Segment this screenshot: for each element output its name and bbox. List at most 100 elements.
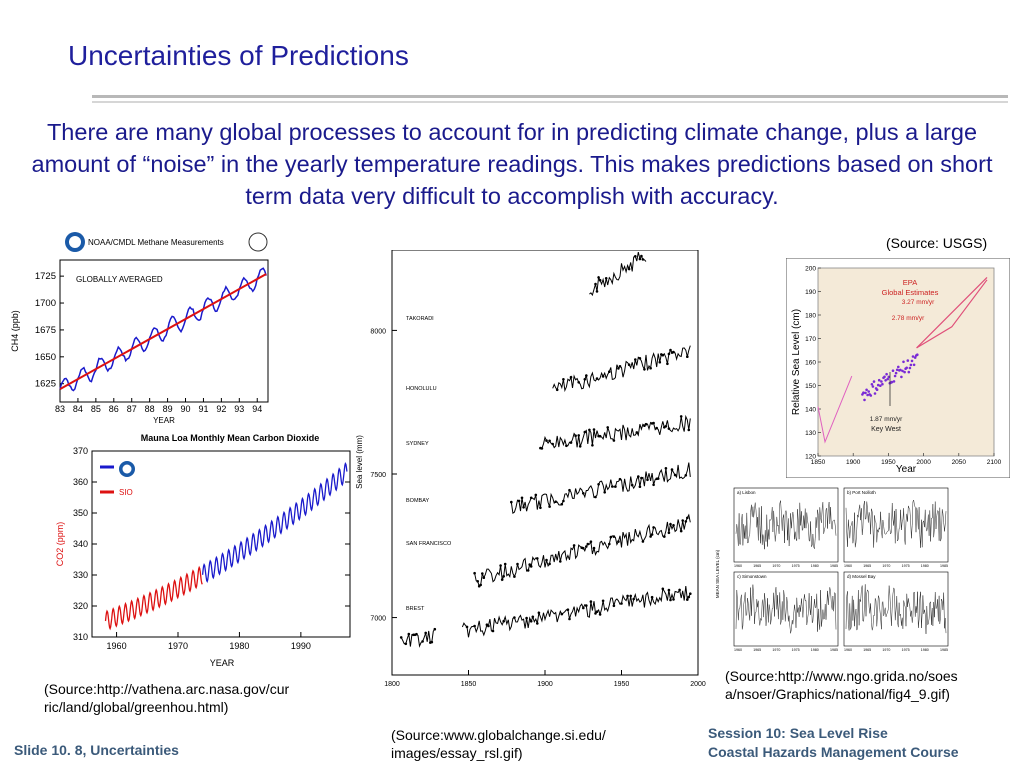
key-west-point xyxy=(905,366,908,370)
key-west-point xyxy=(864,391,867,395)
co2-legend-sio: SIO xyxy=(119,488,133,497)
station-panel-label: a) Lisbon xyxy=(737,490,756,495)
co2-chart: Mauna Loa Monthly Mean Carbon Dioxide SI… xyxy=(55,433,351,668)
station-x-tick-label: 1985 xyxy=(830,564,838,568)
source-grida: (Source:http://www.ngo.grida.no/soes a/n… xyxy=(725,667,958,703)
sea-level-point xyxy=(510,500,513,504)
methane-x-tick-label: 91 xyxy=(198,404,208,414)
key-west-point xyxy=(906,359,910,362)
methane-trend-line xyxy=(59,273,267,390)
sea-level-x-tick-label: 2000 xyxy=(690,681,706,688)
key-west-point xyxy=(895,368,899,372)
key-west-y-tick-label: 200 xyxy=(805,266,816,273)
sea-level-station-label: BOMBAY xyxy=(406,498,429,504)
station-x-tick-label: 1975 xyxy=(902,564,910,568)
co2-y-tick-label: 360 xyxy=(73,477,88,487)
key-west-y-tick-label: 130 xyxy=(805,430,816,437)
station-series-line xyxy=(845,499,947,548)
sea-level-station-label: SYDNEY xyxy=(406,441,429,447)
source-nasa-line-1: (Source:http://vathena.arc.nasa.gov/cur xyxy=(44,681,290,697)
title-divider xyxy=(92,95,1008,98)
station-x-tick-label: 1985 xyxy=(830,648,838,652)
sea-level-y-tick-label: 8000 xyxy=(370,328,386,335)
source-si: (Source:www.globalchange.si.edu/ images/… xyxy=(391,726,606,762)
key-west-point xyxy=(890,380,894,384)
sea-level-x-tick-label: 1850 xyxy=(461,681,477,688)
sea-level-series-sydney xyxy=(540,414,691,449)
sea-level-x-tick-label: 1800 xyxy=(384,681,400,688)
station-series-line xyxy=(845,584,947,634)
key-west-point xyxy=(875,388,879,391)
station-x-tick-label: 1980 xyxy=(811,648,819,652)
key-west-y-tick-label: 140 xyxy=(805,407,816,414)
key-west-point xyxy=(869,394,873,397)
methane-x-tick-label: 89 xyxy=(163,404,173,414)
key-west-point xyxy=(876,383,880,387)
methane-x-tick-label: 85 xyxy=(91,404,101,414)
key-west-point xyxy=(884,379,887,382)
methane-y-tick-label: 1625 xyxy=(35,379,56,390)
source-nasa: (Source:http://vathena.arc.nasa.gov/cur … xyxy=(44,680,289,716)
intro-paragraph: There are many global processes to accou… xyxy=(31,119,993,209)
methane-chart: NOAA/CMDL Methane Measurements GLOBALLY … xyxy=(10,232,269,424)
sea-level-records-chart: Sea level (mm) 7000 7500 8000 1800 1850 1900… xyxy=(355,250,706,688)
station-x-tick-label: 1985 xyxy=(940,648,948,652)
sea-level-series-san-francisco xyxy=(474,513,691,588)
co2-x-tick-label: 1970 xyxy=(168,641,188,651)
key-west-point xyxy=(902,360,905,364)
key-west-point xyxy=(908,366,912,370)
station-series-line xyxy=(735,584,837,634)
co2-y-tick-label: 370 xyxy=(73,446,88,456)
sea-level-station-label: SAN FRANCISCO xyxy=(406,541,452,547)
methane-y-tick-label: 1725 xyxy=(35,271,56,282)
co2-y-label: CO2 (ppm) xyxy=(55,522,65,567)
cmdl-seal xyxy=(248,232,268,252)
station-series-line xyxy=(735,500,837,550)
key-west-point xyxy=(901,369,904,373)
key-west-point xyxy=(909,363,913,367)
key-west-point xyxy=(880,380,883,383)
global-estimates-label: Global Estimates xyxy=(882,288,939,297)
sea-level-y-label: Sea level (mm) xyxy=(355,435,364,489)
sea-level-series-bombay xyxy=(510,462,691,515)
key-west-chart: 120 130 140 150 160 170 180 190 200 1850 1900 1950… xyxy=(786,258,1010,478)
key-west-x-tick-label: 2100 xyxy=(987,459,1002,466)
methane-x-tick-label: 92 xyxy=(216,404,226,414)
key-west-point xyxy=(913,356,917,359)
source-usgs: (Source: USGS) xyxy=(886,235,988,251)
key-west-y-tick-label: 120 xyxy=(805,454,816,461)
sea-level-plot-frame xyxy=(391,250,699,676)
key-west-point xyxy=(866,393,869,397)
key-west-point xyxy=(892,380,896,383)
methane-x-label: YEAR xyxy=(153,416,175,424)
key-west-point xyxy=(916,353,919,356)
rate-278-label: 2.78 mm/yr xyxy=(892,315,925,322)
station-x-tick-label: 1960 xyxy=(734,564,742,568)
station-x-tick-label: 1970 xyxy=(772,648,780,652)
key-west-early-line xyxy=(817,375,853,444)
co2-x-tick-label: 1990 xyxy=(291,641,311,651)
methane-x-tick-label: 84 xyxy=(73,404,83,414)
key-west-point xyxy=(900,375,903,379)
station-panel xyxy=(733,487,839,563)
source-grida-line-2: a/nsoer/Graphics/national/fig4_9.gif) xyxy=(725,686,950,702)
footer-session: Session 10: Sea Level Rise xyxy=(708,725,888,741)
co2-y-tick-label: 350 xyxy=(73,508,88,518)
station-x-tick-label: 1975 xyxy=(902,648,910,652)
station-x-tick-label: 1960 xyxy=(844,648,852,652)
epa-label: EPA xyxy=(903,278,917,287)
station-x-tick-label: 1970 xyxy=(882,564,890,568)
source-nasa-line-2: ric/land/global/greenhou.html) xyxy=(44,699,229,715)
station-x-tick-label: 1965 xyxy=(753,564,761,568)
key-west-point xyxy=(903,370,906,374)
key-west-point xyxy=(870,383,874,386)
key-west-x-tick-label: 2050 xyxy=(952,459,967,466)
sea-level-station-label: HONOLULU xyxy=(406,386,437,392)
methane-annotation: GLOBALLY AVERAGED xyxy=(76,275,163,284)
title-divider-secondary xyxy=(92,101,1008,103)
station-x-tick-label: 1965 xyxy=(863,648,871,652)
source-si-line-2: images/essay_rsl.gif) xyxy=(391,745,523,761)
methane-x-tick-label: 93 xyxy=(234,404,244,414)
station-panel-label: b) Port Nolloth xyxy=(847,490,876,495)
co2-y-tick-label: 320 xyxy=(73,601,88,611)
